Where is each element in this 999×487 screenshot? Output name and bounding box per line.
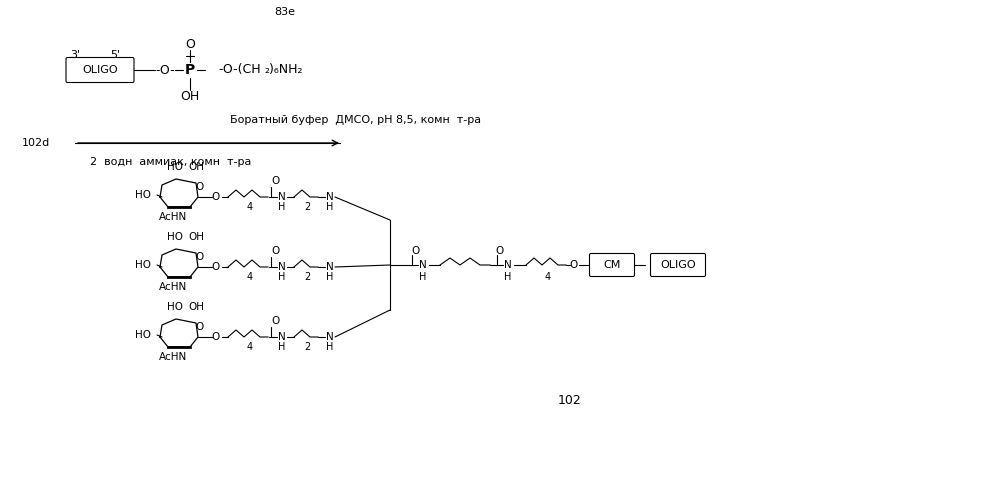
Text: O: O [196,322,204,332]
Text: N: N [420,260,427,270]
Text: H: H [327,342,334,352]
FancyBboxPatch shape [66,57,134,82]
Text: P: P [185,63,195,77]
Text: HO: HO [167,232,183,242]
Text: H: H [420,272,427,282]
Text: 2: 2 [304,342,310,352]
Text: H: H [504,272,511,282]
Text: H: H [279,342,286,352]
Text: N: N [278,192,286,202]
Text: OH: OH [181,91,200,104]
Text: N: N [326,192,334,202]
Text: O: O [271,176,279,186]
Text: O: O [212,262,220,272]
Text: 4: 4 [247,272,253,282]
Text: HO: HO [135,190,151,200]
Text: HO: HO [167,162,183,172]
Text: O: O [569,260,578,270]
Text: O: O [496,246,504,256]
Text: 2: 2 [304,272,310,282]
Text: H: H [327,272,334,282]
Text: O: O [196,252,204,262]
Text: OH: OH [188,302,204,312]
Text: 2: 2 [304,202,310,212]
Text: ₂)₆NH₂: ₂)₆NH₂ [264,63,303,76]
Text: AcHN: AcHN [159,352,187,362]
Text: HO: HO [135,260,151,270]
Text: OLIGO: OLIGO [660,260,696,270]
Text: O: O [271,246,279,256]
Text: O: O [271,316,279,326]
Text: HO: HO [135,330,151,340]
FancyBboxPatch shape [589,254,634,277]
Text: AcHN: AcHN [159,212,187,222]
Text: 102: 102 [558,393,581,407]
Text: OLIGO: OLIGO [82,65,118,75]
Text: 102d: 102d [22,138,50,148]
Text: HO: HO [167,302,183,312]
Text: 3': 3' [70,50,80,60]
Text: 83е: 83е [275,7,296,17]
Text: N: N [326,262,334,272]
Text: OH: OH [188,162,204,172]
Text: H: H [279,202,286,212]
Text: N: N [326,332,334,342]
Text: O: O [212,332,220,342]
Text: O: O [212,192,220,202]
Text: 4: 4 [247,202,253,212]
Text: Боратный буфер  ДМСО, pH 8,5, комн  т-ра: Боратный буфер ДМСО, pH 8,5, комн т-ра [230,115,482,125]
Text: 2  водн  аммиак, комн  т-ра: 2 водн аммиак, комн т-ра [90,157,252,167]
Text: OH: OH [188,232,204,242]
Text: N: N [278,332,286,342]
Text: -O-: -O- [155,63,175,76]
Text: 5': 5' [110,50,120,60]
Text: CM: CM [603,260,620,270]
Text: H: H [279,272,286,282]
Text: 4: 4 [247,342,253,352]
FancyBboxPatch shape [650,254,705,277]
Text: -O-(CH: -O-(CH [218,63,261,76]
Text: O: O [196,182,204,192]
Text: N: N [278,262,286,272]
Text: H: H [327,202,334,212]
Text: 4: 4 [544,272,551,282]
Text: AcHN: AcHN [159,282,187,292]
Text: O: O [411,246,420,256]
Text: O: O [185,37,195,51]
Text: N: N [504,260,511,270]
